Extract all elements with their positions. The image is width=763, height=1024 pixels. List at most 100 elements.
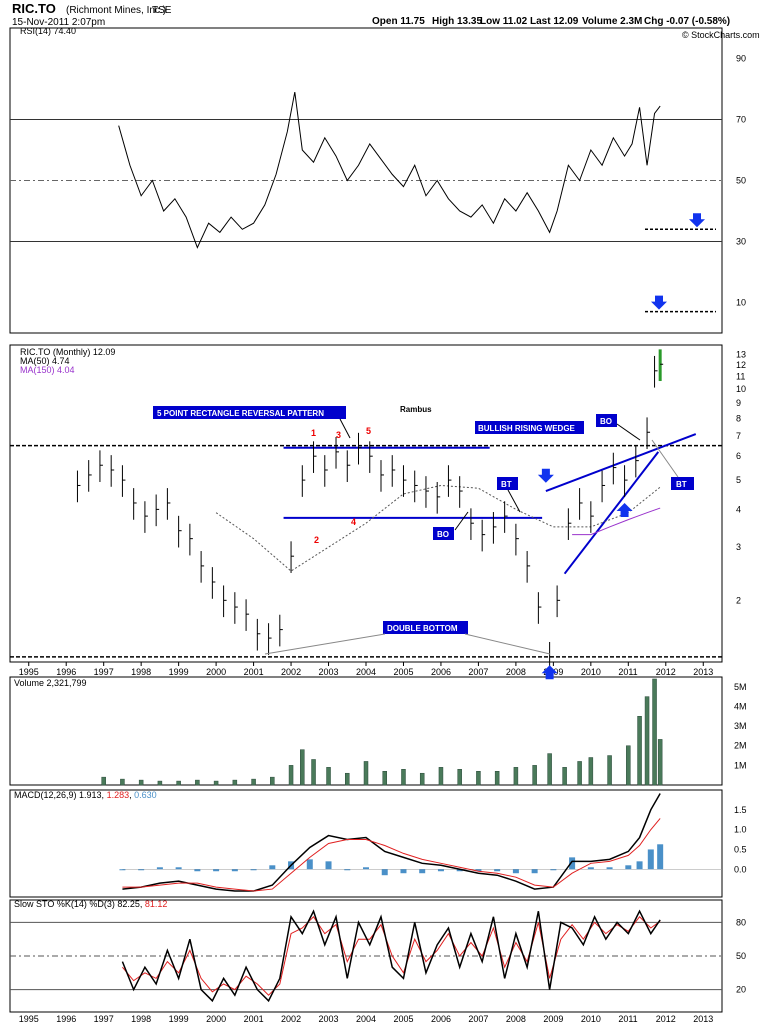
volume-bar — [232, 779, 238, 786]
ma150-legend: MA(150) 4.04 — [20, 365, 75, 375]
volume-bar — [270, 776, 275, 786]
volume-bar — [311, 759, 316, 786]
volume-panel: 1M 2M 3M 4M 5M — [101, 678, 747, 786]
macd-hist-bar — [138, 869, 145, 871]
price-tick-12: 12 — [736, 360, 746, 370]
point-5: 5 — [366, 426, 371, 436]
macd-hist-bar — [306, 859, 313, 870]
macd-signal-line — [122, 818, 661, 892]
rsi-panel: 10 30 50 70 90 — [10, 54, 746, 313]
sto-year-2005: 2005 — [393, 1014, 413, 1024]
price-year-1999: 1999 — [169, 667, 189, 677]
quote-high: High 13.35 — [432, 16, 482, 27]
macd-panel: 0.0 0.5 1.0 1.5 — [119, 793, 747, 892]
volume-bar — [588, 757, 594, 786]
bo2-label: BO — [600, 417, 612, 426]
price-year-2010: 2010 — [581, 667, 601, 677]
volume-bar — [457, 769, 462, 786]
volume-bar — [607, 755, 612, 786]
volume-bar — [419, 772, 425, 786]
price-label: RIC.TO (Monthly) 12.09 — [20, 347, 115, 357]
sto-legend-d: 81.12 — [145, 899, 168, 909]
volume-bar — [251, 778, 256, 786]
point-2: 2 — [314, 535, 319, 545]
rsi-label: RSI(14) 74.40 — [20, 26, 76, 36]
price-year-2007: 2007 — [468, 667, 488, 677]
macd-hist-bar — [456, 869, 463, 872]
macd-hist-bar — [606, 867, 613, 870]
macd-frame — [9, 789, 723, 898]
price-year-1995: 1995 — [19, 667, 39, 677]
volume-bar — [513, 767, 519, 786]
volume-bar — [213, 780, 219, 786]
macd-hist-bar — [363, 867, 369, 870]
macd-hist-bar — [400, 869, 407, 874]
sto-tick-20: 20 — [736, 985, 746, 995]
price-year-1997: 1997 — [94, 667, 114, 677]
ma50-legend: MA(50) 4.74 — [20, 356, 70, 366]
rsi-tick-50: 50 — [736, 176, 746, 186]
price-year-2002: 2002 — [281, 667, 301, 677]
price-year-2006: 2006 — [431, 667, 451, 677]
sto-year-1997: 1997 — [94, 1014, 114, 1024]
quote-change: Chg -0.07 (-0.58%) — [644, 16, 730, 27]
macd-hist-bar — [231, 869, 238, 872]
volume-bar — [363, 761, 369, 786]
exchange: TSE — [152, 5, 172, 16]
macd-hist-bar — [194, 869, 201, 872]
ma150-line — [572, 507, 661, 536]
bt1-label: BT — [501, 480, 512, 489]
price-year-2005: 2005 — [393, 667, 413, 677]
volume-bar — [345, 772, 350, 786]
volume-bar — [532, 765, 537, 786]
sto-year-2010: 2010 — [581, 1014, 601, 1024]
macd-hist-bar — [119, 869, 126, 871]
macd-hist-bar — [437, 869, 444, 872]
macd-hist-bar — [344, 869, 351, 871]
price-arrow-0 — [537, 468, 554, 483]
sto-d-line — [122, 916, 661, 996]
rect-pattern-pointer — [339, 418, 351, 439]
volume-bar — [138, 779, 144, 786]
volume-bar — [195, 779, 200, 786]
macd-hist-bar — [531, 869, 538, 874]
bo1-box — [433, 527, 454, 540]
watermark: © StockCharts.com — [682, 30, 760, 40]
company-name: (Richmont Mines, Inc.) — [66, 5, 166, 16]
macd-hist-bar — [625, 865, 632, 870]
macd-hist-bar — [512, 869, 519, 874]
rsi-arrow-0 — [689, 213, 705, 228]
wedge-upper-line — [545, 433, 697, 492]
sto-year-2012: 2012 — [656, 1014, 676, 1024]
volume-label: Volume 2,321,799 — [14, 678, 87, 688]
bo1-label: BO — [437, 530, 449, 539]
volume-bar — [652, 678, 657, 786]
quote-volume: Volume 2.3M — [582, 16, 642, 27]
volume-bar — [157, 780, 163, 786]
macd-label: MACD(12,26,9) 1.913, 1.283, 0.630 — [14, 790, 157, 800]
sto-legend-k: Slow STO %K(14) %D(3) 82.25 — [14, 899, 140, 909]
sto-tick-50: 50 — [736, 951, 746, 961]
point-3: 3 — [336, 430, 341, 440]
price-tick-4: 4 — [736, 504, 741, 514]
point-4: 4 — [351, 517, 356, 527]
volume-tick-1M: 1M — [734, 760, 747, 770]
macd-hist-bar — [587, 867, 594, 870]
quote-low: Low 11.02 — [480, 16, 528, 27]
macd-tick-0.5: 0.5 — [734, 844, 747, 854]
bt2-box — [671, 477, 694, 490]
rsi-tick-10: 10 — [736, 298, 746, 308]
macd-legend-hist: 0.630 — [134, 790, 157, 800]
price-tick-9: 9 — [736, 398, 741, 408]
price-tick-3: 3 — [736, 542, 741, 552]
bt2-label: BT — [676, 480, 687, 489]
price-tick-11: 11 — [736, 372, 745, 382]
rsi-tick-90: 90 — [736, 54, 746, 64]
wedge-lower-line — [563, 451, 660, 575]
price-arrow-2 — [541, 665, 558, 680]
volume-bar — [577, 761, 582, 786]
price-year-1998: 1998 — [131, 667, 151, 677]
sto-year-1995: 1995 — [19, 1014, 39, 1024]
macd-legend-line: MACD(12,26,9) 1.913 — [14, 790, 102, 800]
